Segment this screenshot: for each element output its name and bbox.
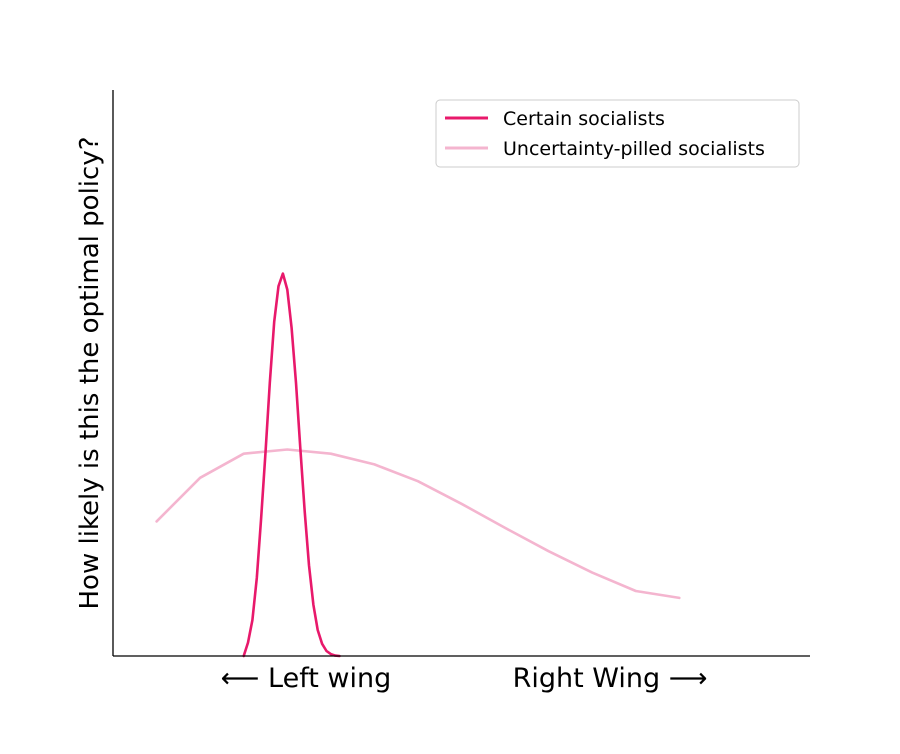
legend-label-uncertainty-pilled-socialists: Uncertainty-pilled socialists	[503, 138, 765, 160]
legend-label-certain-socialists: Certain socialists	[503, 108, 665, 130]
chart-legend: Certain socialists Uncertainty-pilled so…	[435, 99, 800, 168]
plot-area	[155, 272, 681, 658]
x-tick-label-left-wing: ⟵ Left wing	[221, 663, 392, 694]
series-line-uncertainty-pilled-socialists	[155, 448, 681, 600]
series-line-certain-socialists	[242, 272, 341, 658]
x-tick-label-right-wing: Right Wing ⟶	[513, 663, 708, 694]
legend-box	[435, 99, 800, 168]
y-axis-label: How likely is this the optimal policy?	[75, 136, 105, 609]
